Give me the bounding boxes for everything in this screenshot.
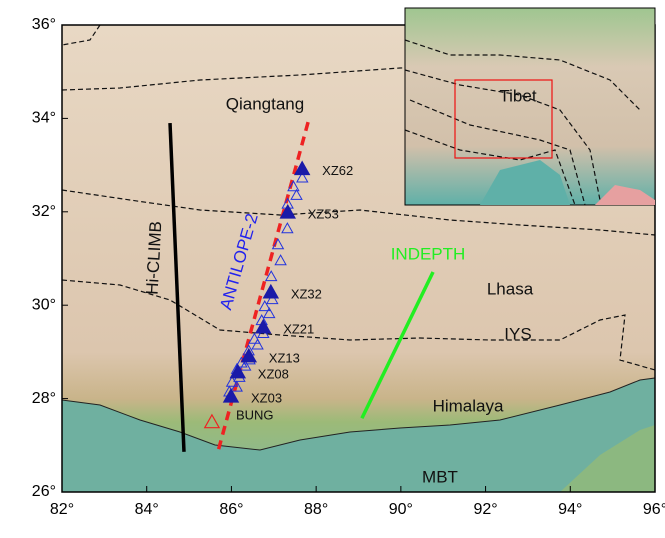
y-tick-label: 30° — [32, 296, 56, 313]
station-label: XZ21 — [283, 322, 314, 337]
region-label: Lhasa — [487, 279, 534, 298]
x-tick-label: 88° — [304, 501, 328, 518]
station-label: XZ62 — [322, 163, 353, 178]
station-label: XZ13 — [269, 350, 300, 365]
y-tick-label: 32° — [32, 203, 56, 220]
x-tick-label: 90° — [389, 501, 413, 518]
map: 82° 84° 86° 88° 90° 92° 94° 96° 26° 28° 30° 32° 34° 3… — [0, 0, 665, 538]
station-label: BUNG — [236, 407, 274, 422]
inset-label: Tibet — [499, 86, 536, 105]
y-tick-label: 26° — [32, 483, 56, 500]
x-tick-label: 82° — [50, 501, 74, 518]
x-tick-label: 84° — [135, 501, 159, 518]
station-label: XZ53 — [308, 207, 339, 222]
y-tick-label: 36° — [32, 16, 56, 33]
profile-label: Hi-CLIMB — [143, 221, 166, 296]
region-label: IYS — [504, 324, 531, 343]
x-tick-label: 92° — [473, 501, 497, 518]
region-label: MBT — [422, 467, 458, 486]
inset-map: Tibet — [405, 8, 655, 205]
region-label: Himalaya — [433, 396, 504, 415]
profile-label: INDEPTH — [391, 244, 466, 263]
y-tick-label: 34° — [32, 110, 56, 127]
region-label: Qiangtang — [226, 94, 304, 113]
x-tick-label: 94° — [558, 501, 582, 518]
x-tick-label: 96° — [643, 501, 665, 518]
y-tick-label: 28° — [32, 390, 56, 407]
station-label: XZ32 — [291, 286, 322, 301]
x-tick-label: 86° — [219, 501, 243, 518]
station-label: XZ08 — [258, 366, 289, 381]
station-label: XZ03 — [251, 391, 282, 406]
